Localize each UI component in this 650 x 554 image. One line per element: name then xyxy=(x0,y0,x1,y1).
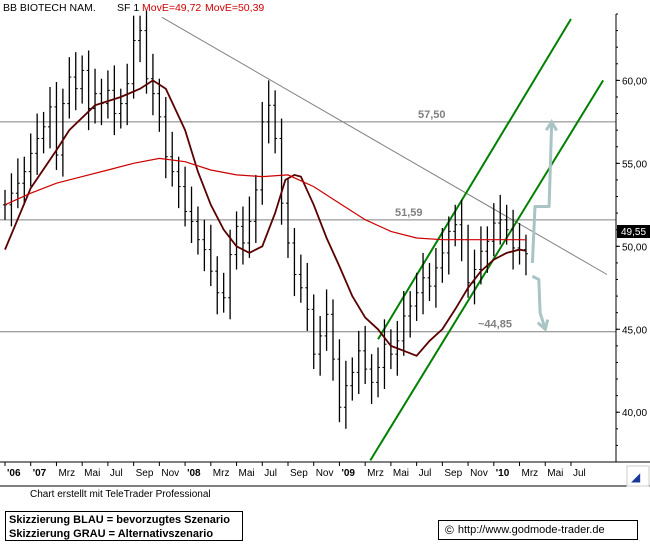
x-tick-label: Sep xyxy=(290,468,308,479)
last-price-tag: 49,55 xyxy=(621,227,646,238)
x-tick-label: '07 xyxy=(33,468,47,479)
level-label: 57,50 xyxy=(418,109,446,121)
x-tick-label: Mrz xyxy=(213,468,230,479)
x-tick-label: '06 xyxy=(7,468,21,479)
scenario-arrowhead-up xyxy=(544,118,558,132)
x-tick-label: Jul xyxy=(264,468,277,479)
x-tick-label: Mai xyxy=(547,468,563,479)
x-tick-label: Mai xyxy=(84,468,100,479)
x-tick-label: Mrz xyxy=(58,468,75,479)
x-tick-label: Sep xyxy=(136,468,154,479)
header-move-short: MovE=49,72 xyxy=(142,2,201,14)
last-price-tag-box xyxy=(617,225,650,238)
copyright-icon: © xyxy=(445,523,454,537)
x-tick-label: Mai xyxy=(239,468,255,479)
series-ma-long xyxy=(4,157,527,241)
corner-chart-icon: ◢ xyxy=(631,470,641,484)
x-tick-label: Jul xyxy=(110,468,123,479)
x-tick-label: Nov xyxy=(161,468,179,479)
series-ma-short xyxy=(4,79,527,357)
scenario-arrow-up xyxy=(530,121,554,263)
y-tick-label: 50,00 xyxy=(622,242,647,253)
level-label: ~44,85 xyxy=(478,319,512,331)
y-tick-label: 45,00 xyxy=(622,325,647,336)
y-tick-label: 55,00 xyxy=(622,159,647,170)
x-tick-label: Mrz xyxy=(367,468,384,479)
source-box[interactable]: © http://www.godmode-trader.de xyxy=(438,520,638,540)
x-tick-label: Mai xyxy=(393,468,409,479)
x-tick-label: Jul xyxy=(419,468,432,479)
x-tick-label: Nov xyxy=(316,468,334,479)
legend-grey: Skizzierung GRAU = Alternativszenario xyxy=(9,528,214,540)
x-tick-label: Nov xyxy=(470,468,488,479)
trendline-channel-upper xyxy=(377,18,572,340)
y-tick-label: 60,00 xyxy=(622,76,647,87)
x-tick-label: '09 xyxy=(341,468,355,479)
x-tick-label: Sep xyxy=(444,468,462,479)
header-move-long: MovE=50,39 xyxy=(205,2,264,14)
footer-credit: Chart erstellt mit TeleTrader Profession… xyxy=(30,489,211,500)
legend-box: Skizzierung BLAU = bevorzugtes Szenario … xyxy=(5,511,243,541)
scenario-arrowhead-down xyxy=(536,319,550,333)
header-instrument: BB BIOTECH NAM. xyxy=(3,2,96,14)
level-label: 51,59 xyxy=(395,207,423,219)
x-tick-label: '10 xyxy=(496,468,510,479)
corner-button[interactable] xyxy=(626,465,650,487)
y-tick-label: 40,00 xyxy=(622,408,647,419)
x-tick-label: Mrz xyxy=(522,468,539,479)
scenario-arrow-down xyxy=(531,274,547,330)
x-tick-label: '08 xyxy=(187,468,201,479)
x-tick-label: Jul xyxy=(573,468,586,479)
header-sf-label: SF 1 xyxy=(117,2,139,14)
source-link[interactable]: http://www.godmode-trader.de xyxy=(457,524,605,536)
legend-blue: Skizzierung BLAU = bevorzugtes Szenario xyxy=(9,514,230,526)
